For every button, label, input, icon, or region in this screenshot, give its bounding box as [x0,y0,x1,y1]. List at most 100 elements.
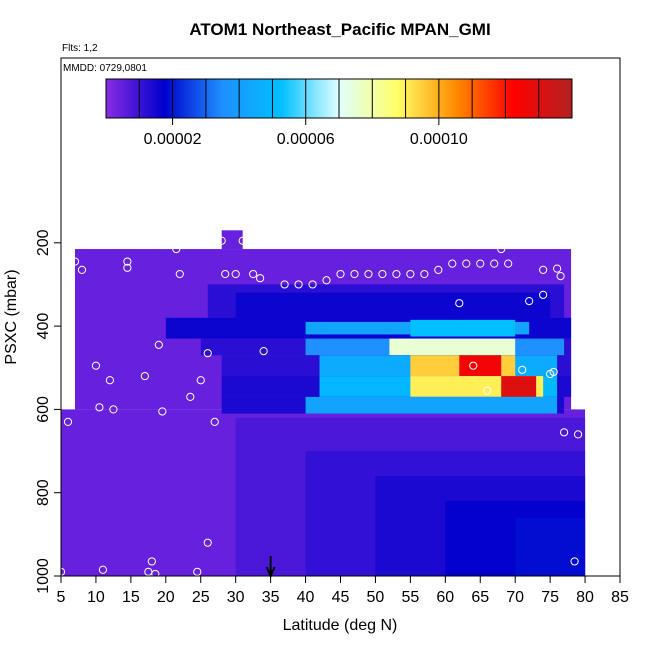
sample-point [336,269,345,279]
heatmap-cell-9 [235,292,551,318]
sample-point [186,392,195,402]
sample-point [392,269,401,279]
sample-point [259,346,268,356]
x-tick-label: 50 [367,589,385,606]
sample-point [238,236,247,245]
sample-point [560,428,569,437]
x-tick-label: 15 [122,589,140,606]
sample-point [196,376,205,385]
sample-point [294,280,303,289]
x-tick-label: 85 [611,589,629,606]
latitude-marker-arrow [265,556,276,579]
sample-point [280,280,289,289]
x-tick-label: 30 [227,589,245,606]
x-tick-label: 35 [262,589,280,606]
sample-point [469,361,478,370]
sample-point [322,276,331,285]
colorbar-tick-label: 0.00002 [144,131,202,148]
sample-point [77,265,87,274]
date-info: MMDD: 0729,0801 [63,63,147,74]
sample-point [91,361,101,370]
sample-point [476,259,485,268]
sample-point [231,269,240,279]
heatmap-cell-5 [515,517,586,576]
sample-point [109,405,118,414]
sample-point [406,269,415,279]
x-tick-label: 20 [157,589,175,606]
sample-point [420,269,429,279]
x-tick-label: 75 [541,589,559,606]
sample-point [573,430,583,439]
y-tick-label: 1000 [35,558,52,594]
y-tick-label: 200 [35,229,52,256]
x-tick-label: 55 [401,589,419,606]
sample-point [490,259,499,268]
sample-point [570,557,579,566]
x-tick-label: 45 [332,589,350,606]
sample-point [455,299,464,308]
sample-point [154,340,163,349]
heatmap-cell-19 [459,355,502,377]
sample-point [123,263,132,272]
sample-point [539,265,548,274]
x-tick-label: 70 [506,589,524,606]
sample-point [497,244,506,254]
sample-point [556,272,565,281]
x-tick-label: 25 [192,589,210,606]
sample-points [56,236,583,579]
sample-point [539,290,548,299]
sample-point [378,269,387,279]
x-axis: 5 10 15 20 25 30 35 40 45 50 55 60 65 70 75 80 85 [57,576,629,606]
sample-point [217,236,226,245]
sample-point [434,265,443,274]
colorbar-tick-label: 0.00006 [277,131,335,148]
sample-point [553,264,562,273]
sample-point [448,259,457,268]
colorbar: 0.00002 0.00006 0.00010 [105,78,573,148]
colorbar-tick-label: 0.00010 [410,131,468,148]
sample-point [193,567,202,576]
sample-point [147,557,156,566]
heatmap-cell-7 [221,230,243,250]
sample-point [210,417,219,426]
x-tick-label: 60 [436,589,454,606]
x-axis-title: Latitude (deg N) [283,617,398,634]
x-tick-label: 10 [87,589,105,606]
sample-point [518,365,527,374]
sample-point [364,269,373,279]
sample-point [203,538,212,547]
x-tick-label: 5 [57,589,66,606]
x-tick-label: 65 [471,589,489,606]
sample-point [504,259,513,268]
sample-point [63,417,73,426]
sample-point [95,403,104,412]
sample-point [462,259,471,268]
marker-head [265,566,276,579]
y-tick-label: 600 [35,396,52,423]
heatmap-cell-12 [410,319,516,337]
heatmap-cell-15 [389,338,516,356]
sample-point [203,349,212,358]
heatmap-cell-25 [305,396,558,414]
sample-point [175,269,184,279]
sample-point [350,269,359,279]
sample-point [256,274,265,283]
y-axis: 200 400 600 800 1000 [35,229,61,594]
sample-point [123,257,132,266]
sample-point [483,386,492,395]
y-tick-label: 800 [35,479,52,506]
sample-point [308,280,317,289]
sample-point [158,407,167,416]
heatmap-cell-23 [501,376,537,397]
chart-title: ATOM1 Northeast_Pacific MPAN_GMI [189,20,490,39]
sample-point [151,569,160,579]
sample-point [70,257,80,266]
flights-info: Flts: 1,2 [62,43,98,54]
x-tick-label: 40 [297,589,315,606]
x-tick-label: 80 [576,589,594,606]
sample-point [105,376,115,385]
sample-point [549,367,558,377]
sample-point [525,297,534,306]
sample-point [249,269,258,279]
